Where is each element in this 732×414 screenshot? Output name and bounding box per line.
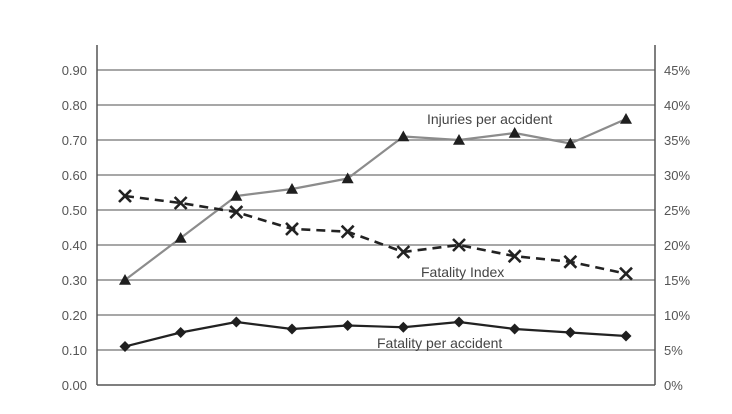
left-tick-label: 0.10 bbox=[62, 343, 87, 358]
triangle-marker bbox=[286, 183, 298, 194]
diamond-marker bbox=[509, 323, 521, 335]
series-fatality-index bbox=[118, 189, 633, 281]
diamond-marker bbox=[175, 327, 187, 338]
x-marker-stroke bbox=[285, 221, 299, 236]
left-tick-label: 0.00 bbox=[62, 378, 87, 393]
series-label: Fatality per accident bbox=[377, 335, 502, 351]
right-tick-label: 20% bbox=[664, 238, 690, 253]
left-tick-label: 0.40 bbox=[62, 238, 87, 253]
triangle-marker bbox=[453, 134, 465, 145]
triangle-marker bbox=[564, 137, 577, 149]
x-marker-stroke bbox=[173, 196, 188, 210]
x-marker-stroke bbox=[340, 224, 355, 239]
diamond-marker bbox=[564, 327, 576, 338]
right-tick-label: 45% bbox=[664, 63, 690, 78]
x-marker-stroke bbox=[118, 189, 132, 203]
triangle-marker bbox=[620, 113, 632, 124]
series-label: Injuries per accident bbox=[427, 111, 552, 127]
triangle-marker bbox=[119, 274, 131, 285]
series-line bbox=[124, 117, 627, 281]
x-marker-stroke bbox=[452, 238, 466, 252]
x-marker-stroke bbox=[396, 245, 411, 259]
x-marker bbox=[452, 238, 466, 252]
x-marker bbox=[396, 245, 411, 259]
x-marker bbox=[118, 189, 132, 203]
x-marker bbox=[285, 221, 299, 236]
diamond-marker bbox=[119, 341, 131, 352]
diamond-marker bbox=[397, 321, 409, 333]
right-tick-label: 15% bbox=[664, 273, 690, 288]
right-tick-label: 0% bbox=[664, 378, 683, 393]
right-tick-label: 5% bbox=[664, 343, 683, 358]
triangle-marker bbox=[508, 127, 521, 138]
x-marker bbox=[507, 249, 522, 264]
triangle-marker bbox=[397, 130, 410, 142]
left-tick-label: 0.30 bbox=[62, 273, 87, 288]
triangle-marker bbox=[230, 190, 243, 201]
diamond-marker bbox=[230, 316, 242, 328]
triangle-marker bbox=[341, 172, 354, 184]
series-line bbox=[124, 320, 627, 348]
axes bbox=[96, 45, 656, 386]
right-tick-label: 10% bbox=[664, 308, 690, 323]
series-layer bbox=[118, 113, 633, 352]
series-label: Fatality Index bbox=[421, 264, 504, 280]
series-line bbox=[124, 194, 627, 275]
x-marker-stroke bbox=[229, 205, 244, 220]
x-marker bbox=[619, 266, 633, 281]
right-axis-ticks: 0% 5% 10% 15% 20% 25% 30% 35% 40% 45% bbox=[664, 63, 690, 393]
left-tick-label: 0.20 bbox=[62, 308, 87, 323]
grid-lines bbox=[97, 69, 655, 351]
left-tick-label: 0.90 bbox=[62, 63, 87, 78]
x-marker-stroke bbox=[563, 254, 578, 269]
left-tick-label: 0.50 bbox=[62, 203, 87, 218]
x-marker-stroke bbox=[507, 249, 522, 264]
diamond-marker bbox=[286, 323, 298, 335]
x-marker bbox=[340, 224, 355, 239]
diamond-marker bbox=[453, 316, 465, 328]
series-annotations: Injuries per accident Fatality Index Fatal… bbox=[377, 111, 552, 351]
series-fatality-per-accident bbox=[119, 316, 632, 352]
right-tick-label: 35% bbox=[664, 133, 690, 148]
x-marker bbox=[563, 254, 578, 269]
left-tick-label: 0.60 bbox=[62, 168, 87, 183]
right-tick-label: 25% bbox=[664, 203, 690, 218]
right-tick-label: 30% bbox=[664, 168, 690, 183]
x-marker-stroke bbox=[619, 266, 633, 281]
left-axis-ticks: 0.00 0.10 0.20 0.30 0.40 0.50 0.60 0.70 0.80 0.90 bbox=[62, 63, 87, 393]
left-tick-label: 0.80 bbox=[62, 98, 87, 113]
x-marker bbox=[229, 205, 244, 220]
x-marker bbox=[173, 196, 188, 210]
series-injuries-per-accident bbox=[119, 113, 632, 285]
right-tick-label: 40% bbox=[664, 98, 690, 113]
diamond-marker bbox=[620, 330, 632, 342]
diamond-marker bbox=[342, 320, 354, 331]
triangle-marker bbox=[174, 232, 187, 243]
left-tick-label: 0.70 bbox=[62, 133, 87, 148]
